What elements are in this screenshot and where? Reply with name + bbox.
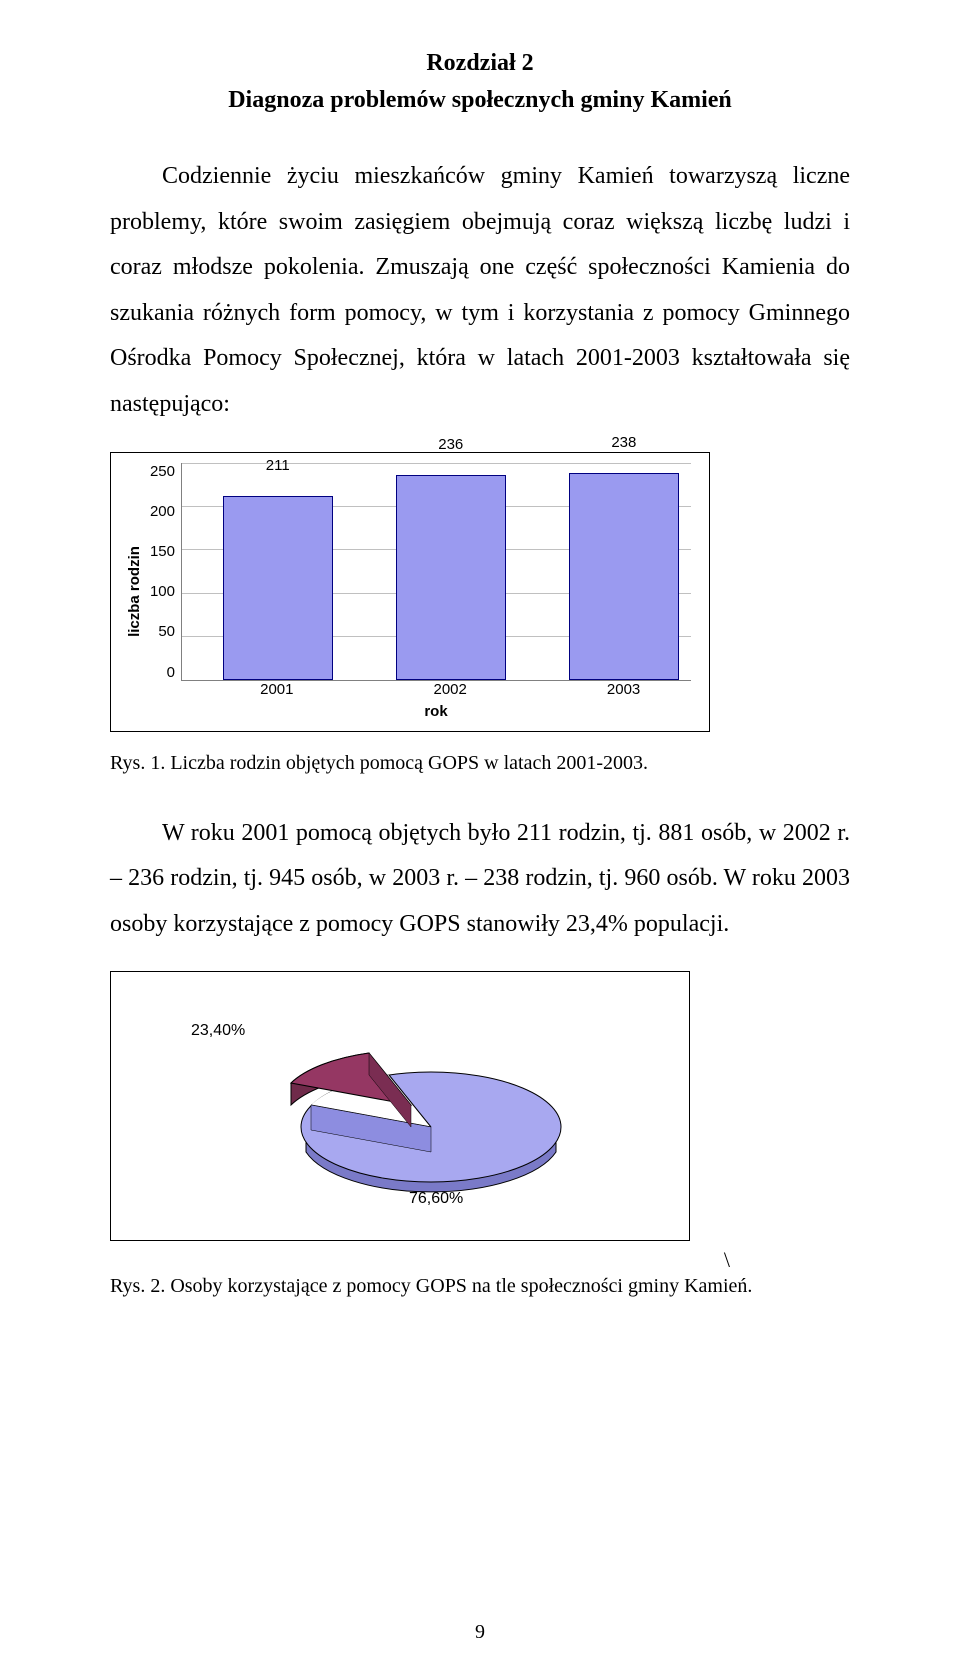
pie-label-1: 23,40% <box>191 1022 245 1040</box>
page-number: 9 <box>0 1621 960 1644</box>
pie-3d-icon <box>281 1017 581 1207</box>
y-axis-ticks: 250 200 150 100 50 0 <box>145 463 181 681</box>
chapter-title: Rozdział 2 <box>110 50 850 77</box>
paragraph-2: W roku 2001 pomocą objętych było 211 rod… <box>110 811 850 948</box>
bar-chart: liczba rodzin 250 200 150 100 50 0 211 2… <box>110 452 710 732</box>
figure-2-caption: Rys. 2. Osoby korzystające z pomocy GOPS… <box>110 1275 850 1298</box>
bar-label-2002: 236 <box>396 436 506 453</box>
x-axis-ticks: 2001 2002 2003 <box>181 681 691 703</box>
figure-1-caption: Rys. 1. Liczba rodzin objętych pomocą GO… <box>110 752 850 775</box>
bar-label-2003: 238 <box>569 434 679 451</box>
bar-label-2001: 211 <box>223 457 333 474</box>
plot-area: 211 236 238 <box>181 463 691 681</box>
stray-backslash: \ <box>110 1247 850 1273</box>
bar-2001 <box>223 496 333 679</box>
chapter-subtitle: Diagnoza problemów społecznych gminy Kam… <box>110 87 850 114</box>
x-axis-label: rok <box>181 703 691 721</box>
paragraph-1: Codziennie życiu mieszkańców gminy Kamie… <box>110 154 850 428</box>
pie-chart: 23,40% 76,60% <box>110 971 690 1241</box>
bar-2002 <box>396 475 506 680</box>
bar-2003 <box>569 473 679 680</box>
y-axis-label: liczba rodzin <box>123 463 145 721</box>
